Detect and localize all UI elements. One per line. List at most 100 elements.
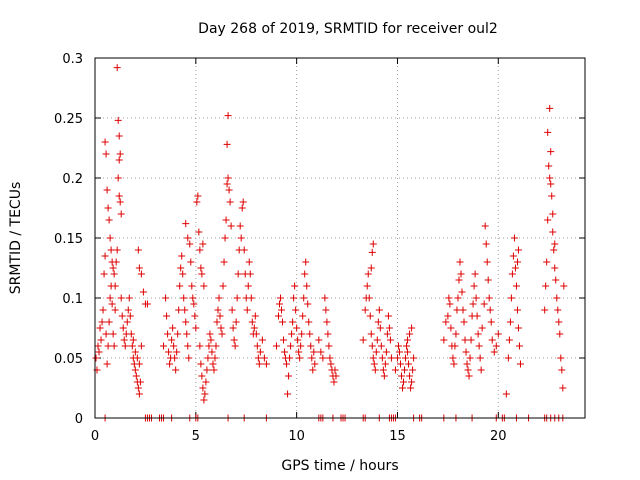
- data-point: [133, 354, 141, 362]
- data-point: [488, 336, 496, 344]
- data-point: [309, 366, 317, 374]
- data-point: [306, 330, 314, 338]
- data-point: [253, 342, 261, 350]
- data-point: [299, 312, 307, 320]
- data-point: [490, 348, 498, 356]
- data-point: [327, 360, 335, 368]
- data-point: [295, 348, 303, 356]
- data-point: [382, 348, 390, 356]
- data-point: [106, 294, 114, 302]
- data-point: [555, 318, 563, 326]
- data-point: [363, 282, 371, 290]
- data-point: [375, 306, 383, 314]
- data-point: [470, 282, 478, 290]
- data-point: [231, 342, 239, 350]
- data-point: [117, 294, 125, 302]
- data-point: [111, 282, 119, 290]
- data-point: [285, 372, 293, 380]
- data-point: [166, 360, 174, 368]
- data-point: [459, 306, 467, 314]
- data-point: [453, 306, 461, 314]
- data-point: [103, 360, 111, 368]
- x-tick-label: 20: [490, 429, 507, 444]
- data-point: [127, 330, 135, 338]
- data-point: [289, 318, 297, 326]
- data-point: [204, 354, 212, 362]
- data-point: [94, 342, 102, 350]
- data-point: [549, 228, 557, 236]
- data-point: [361, 306, 369, 314]
- data-point: [180, 294, 188, 302]
- data-point: [214, 306, 222, 314]
- data-point: [254, 354, 262, 362]
- data-point: [395, 348, 403, 356]
- data-point: [452, 330, 460, 338]
- data-point: [123, 318, 131, 326]
- data-point: [109, 330, 117, 338]
- data-point: [305, 318, 313, 326]
- data-point: [367, 264, 375, 272]
- data-point: [317, 348, 325, 356]
- data-point: [112, 258, 120, 266]
- data-point: [135, 360, 143, 368]
- data-point: [560, 282, 568, 290]
- data-point: [175, 306, 183, 314]
- data-point: [457, 270, 465, 278]
- data-point: [384, 312, 392, 320]
- data-point: [502, 390, 510, 398]
- data-point: [116, 198, 124, 206]
- data-point: [302, 258, 310, 266]
- grid-lines: [95, 58, 585, 418]
- data-point: [126, 312, 134, 320]
- data-point: [213, 318, 221, 326]
- data-point: [262, 360, 270, 368]
- data-point: [514, 324, 522, 332]
- data-point: [455, 276, 463, 284]
- data-point: [369, 240, 377, 248]
- data-point: [324, 330, 332, 338]
- data-point: [310, 348, 318, 356]
- data-point: [233, 294, 241, 302]
- data-point: [196, 342, 204, 350]
- data-point: [125, 294, 133, 302]
- data-point: [114, 116, 122, 124]
- data-point: [504, 354, 512, 362]
- data-point: [322, 306, 330, 314]
- x-axis-title: GPS time / hours: [281, 458, 398, 474]
- data-point: [401, 366, 409, 374]
- data-point: [462, 348, 470, 356]
- data-point: [476, 354, 484, 362]
- data-point: [117, 210, 125, 218]
- data-point: [113, 246, 121, 254]
- data-point: [222, 216, 230, 224]
- data-point: [229, 324, 237, 332]
- data-point: [301, 270, 309, 278]
- data-point: [542, 282, 550, 290]
- data-point: [511, 264, 519, 272]
- data-point: [544, 216, 552, 224]
- data-point: [410, 354, 418, 362]
- data-point: [227, 222, 235, 230]
- data-point: [315, 336, 323, 344]
- data-point: [184, 234, 192, 242]
- data-point: [172, 366, 180, 374]
- data-point: [506, 318, 514, 326]
- x-tick-label: 10: [288, 429, 305, 444]
- data-point: [304, 300, 312, 308]
- data-point: [246, 270, 254, 278]
- data-point: [181, 306, 189, 314]
- data-point: [486, 306, 494, 314]
- data-point: [509, 252, 517, 260]
- data-point: [188, 282, 196, 290]
- data-point: [116, 150, 124, 158]
- data-point: [283, 360, 291, 368]
- data-point: [95, 348, 103, 356]
- data-point: [326, 354, 334, 362]
- data-point: [131, 366, 139, 374]
- data-point: [481, 222, 489, 230]
- data-point: [291, 282, 299, 290]
- data-point: [550, 246, 558, 254]
- data-point: [403, 342, 411, 350]
- data-point: [101, 252, 109, 260]
- data-point: [478, 324, 486, 332]
